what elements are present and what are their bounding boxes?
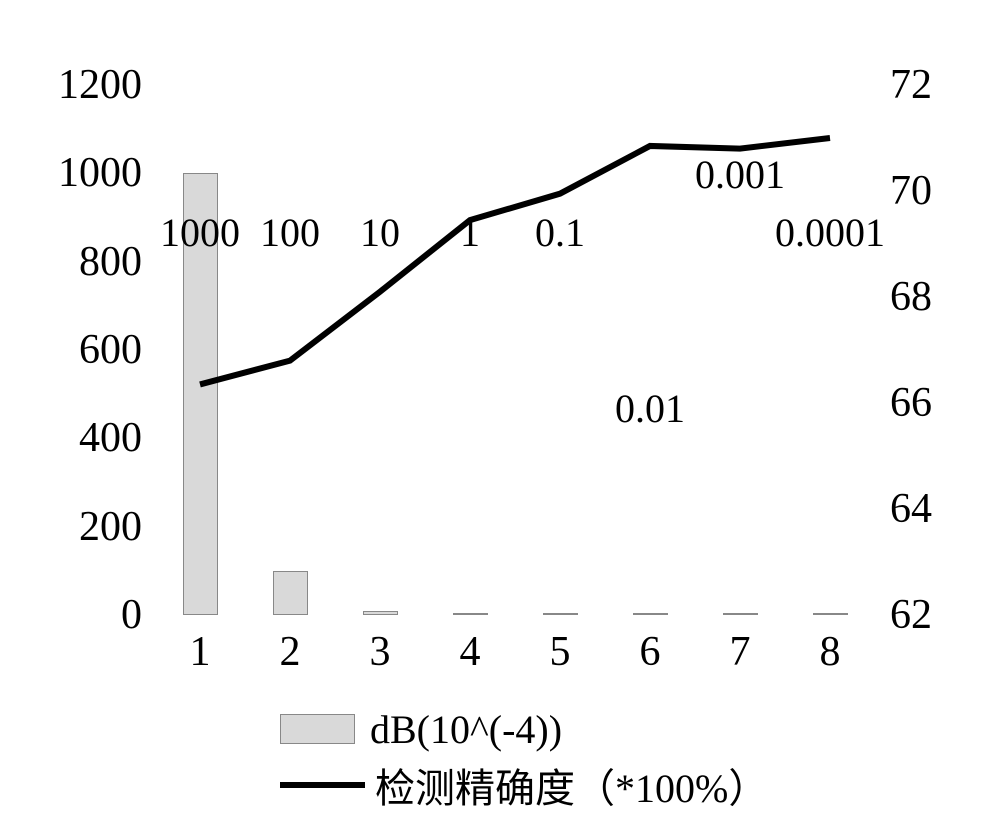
legend-line-swatch — [280, 782, 365, 788]
x-tick: 7 — [730, 628, 751, 676]
x-tick: 3 — [370, 628, 391, 676]
y-left-tick: 600 — [79, 326, 142, 374]
x-tick: 1 — [190, 628, 211, 676]
plot-area: 10001001010.10.010.0010.0001 — [155, 85, 875, 615]
legend: dB(10^(-4)) 检测精确度（*100%） — [280, 705, 768, 817]
y-right-tick: 66 — [890, 379, 932, 427]
trend-line — [200, 138, 830, 384]
y-left-tick: 800 — [79, 238, 142, 286]
x-tick: 4 — [460, 628, 481, 676]
chart-container: 020040060080010001200 626466687072 12345… — [20, 10, 980, 690]
legend-row-bar: dB(10^(-4)) — [280, 705, 768, 753]
y-left-tick: 400 — [79, 414, 142, 462]
x-tick: 8 — [820, 628, 841, 676]
legend-line-label: 检测精确度（*100%） — [375, 756, 768, 814]
x-tick: 5 — [550, 628, 571, 676]
legend-bar-swatch — [280, 714, 355, 744]
legend-row-line: 检测精确度（*100%） — [280, 761, 768, 809]
y-right-tick: 64 — [890, 485, 932, 533]
y-right-tick: 70 — [890, 167, 932, 215]
y-left-tick: 1200 — [58, 61, 142, 109]
y-right-tick: 72 — [890, 61, 932, 109]
y-left-tick: 200 — [79, 503, 142, 551]
line-layer — [155, 85, 875, 615]
x-tick: 2 — [280, 628, 301, 676]
y-right-tick: 68 — [890, 273, 932, 321]
y-left-tick: 1000 — [58, 149, 142, 197]
legend-bar-label: dB(10^(-4)) — [370, 706, 562, 753]
y-right-tick: 62 — [890, 591, 932, 639]
y-left-tick: 0 — [121, 591, 142, 639]
x-tick: 6 — [640, 628, 661, 676]
